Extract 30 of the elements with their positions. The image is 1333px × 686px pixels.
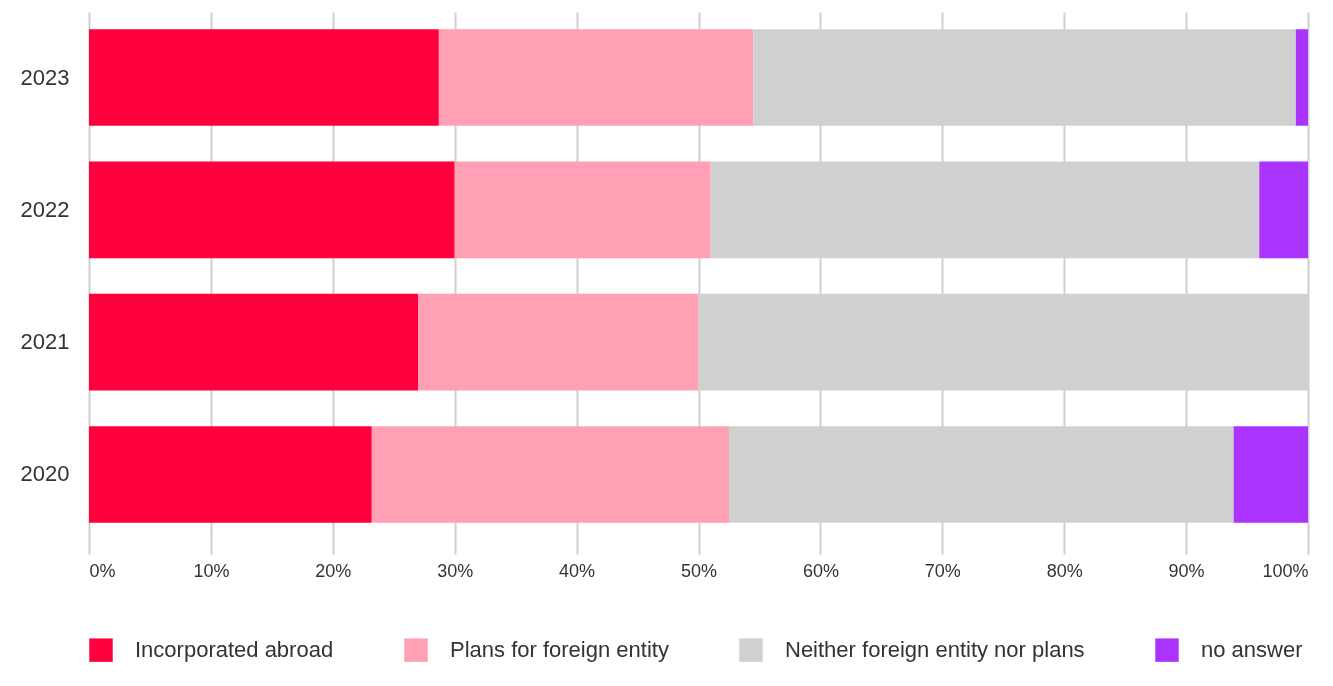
x-tick-label: 90% — [1168, 560, 1205, 581]
x-tick-label: 70% — [924, 560, 961, 581]
legend-label: no answer — [1201, 637, 1303, 663]
x-tick-label: 100% — [1262, 560, 1309, 581]
bar — [1259, 161, 1308, 259]
y-tick-label: 2022 — [20, 196, 70, 222]
bar — [438, 29, 754, 126]
x-tick-label: 40% — [559, 560, 596, 581]
x-tick-label: 50% — [680, 560, 718, 581]
bar — [371, 426, 729, 523]
y-tick-label: 2020 — [20, 461, 70, 487]
x-tick-label: 80% — [1046, 560, 1083, 581]
x-tick-label: 20% — [315, 560, 352, 581]
bar — [454, 161, 711, 259]
y-tick-label: 2021 — [20, 329, 70, 355]
bar — [1233, 426, 1308, 523]
legend-label: Incorporated abroad — [135, 637, 334, 663]
legend-label: Plans for foreign entity — [450, 637, 669, 663]
bar — [1295, 29, 1308, 126]
bar — [89, 29, 439, 126]
bar — [89, 161, 455, 259]
bar — [89, 293, 419, 391]
bar — [418, 293, 699, 391]
x-tick-label: 60% — [802, 560, 839, 581]
x-tick-label: 0% — [89, 560, 116, 581]
legend-label: Neither foreign entity nor plans — [785, 637, 1085, 663]
y-tick-label: 2023 — [20, 64, 70, 90]
bar — [89, 426, 372, 523]
x-tick-label: 30% — [437, 560, 474, 581]
x-tick-label: 10% — [193, 560, 230, 581]
